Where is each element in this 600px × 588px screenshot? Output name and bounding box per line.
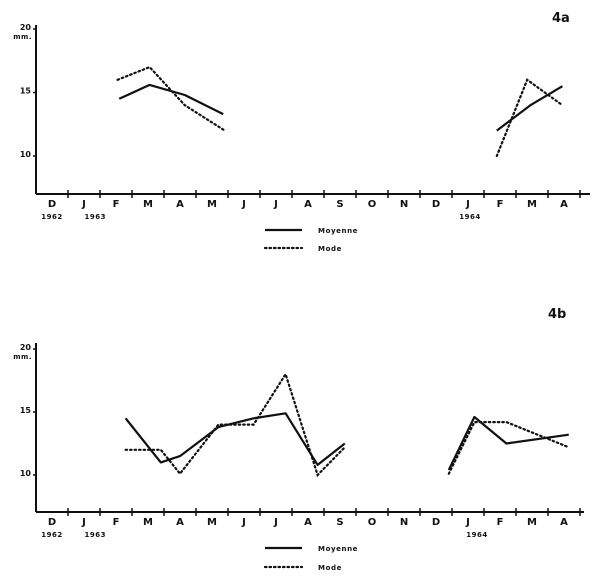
x-tick-label: J [241, 517, 246, 528]
x-tick-label: F [113, 199, 120, 210]
y-unit-label: mm. [13, 353, 32, 361]
series-line-moyenne [496, 85, 563, 132]
series-moyenne [124, 412, 569, 471]
year-label: 1964 [466, 531, 487, 539]
x-tick-label: A [304, 517, 312, 528]
x-tick-label: J [241, 199, 246, 210]
legend-label: Mode [318, 564, 342, 572]
x-tick-label: A [560, 517, 568, 528]
x-tick-label: O [368, 199, 377, 210]
x-tick-label: D [432, 199, 440, 210]
y-tick-label: 10 [20, 150, 32, 159]
y-tick-label: 15 [20, 406, 32, 415]
y-tick-label: 10 [20, 469, 32, 478]
x-tick-label: M [207, 199, 217, 210]
x-tick-label: A [304, 199, 312, 210]
chart-title: 4b [548, 307, 566, 322]
x-tick-label: F [497, 199, 504, 210]
year-label: 1964 [459, 213, 480, 221]
x-tick-label: M [143, 199, 153, 210]
x-tick-label: M [207, 517, 217, 528]
x-tick-label: F [113, 517, 120, 528]
x-tick-label: A [176, 517, 184, 528]
x-tick-label: A [176, 199, 184, 210]
series-line-mode [124, 371, 346, 478]
x-tick-label: D [48, 199, 56, 210]
series-mode [124, 371, 570, 478]
x-tick-label: M [143, 517, 153, 528]
series-line-moyenne [447, 415, 569, 471]
series-mode [116, 65, 564, 158]
year-label: 1962 [41, 213, 62, 221]
year-label: 1963 [84, 213, 105, 221]
y-tick-label: 20 [20, 343, 32, 352]
x-tick-label: D [432, 517, 440, 528]
x-tick-label: N [400, 199, 408, 210]
x-tick-label: S [336, 517, 343, 528]
x-tick-label: M [527, 517, 537, 528]
x-tick-label: A [560, 199, 568, 210]
x-tick-label: J [465, 517, 470, 528]
year-label: 1962 [41, 531, 62, 539]
x-tick-label: J [273, 517, 278, 528]
x-tick-label: J [81, 517, 86, 528]
y-tick-label: 15 [20, 87, 32, 96]
x-tick-label: S [336, 199, 343, 210]
x-tick-label: J [273, 199, 278, 210]
series-line-mode [116, 65, 226, 132]
x-tick-label: J [465, 199, 470, 210]
chart-title: 4a [552, 11, 570, 26]
legend-label: Moyenne [318, 545, 358, 553]
legend-label: Mode [318, 245, 342, 253]
x-tick-label: J [81, 199, 86, 210]
series-line-moyenne [118, 83, 224, 116]
x-tick-label: N [400, 517, 408, 528]
series-line-mode [447, 421, 570, 475]
x-tick-label: O [368, 517, 377, 528]
series-line-mode [495, 78, 564, 158]
legend-label: Moyenne [318, 227, 358, 235]
x-tick-label: M [527, 199, 537, 210]
x-tick-label: D [48, 517, 56, 528]
series-line-moyenne [124, 412, 346, 466]
y-tick-label: 20 [20, 23, 32, 32]
y-unit-label: mm. [13, 33, 32, 41]
year-label: 1963 [84, 531, 105, 539]
x-tick-label: F [497, 517, 504, 528]
series-moyenne [118, 83, 563, 132]
